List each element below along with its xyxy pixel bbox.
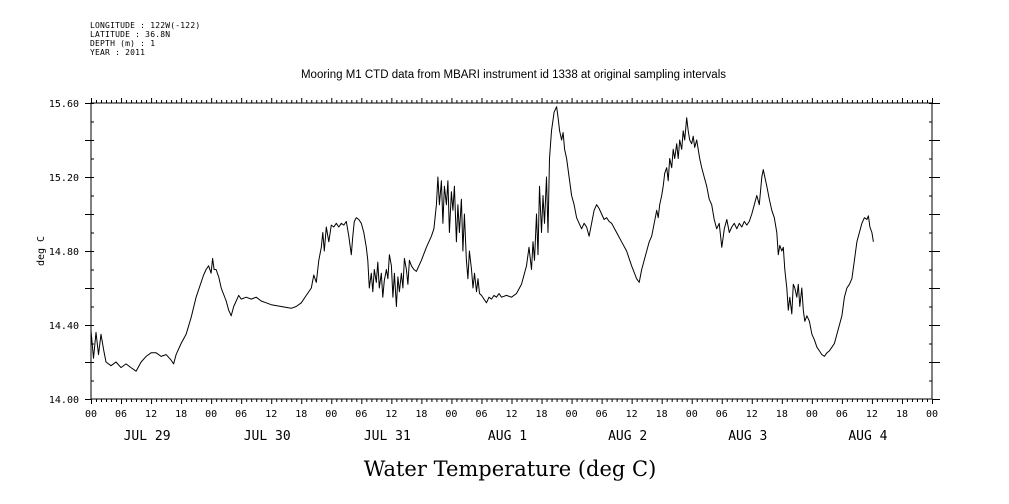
temperature-series-line <box>90 106 874 372</box>
x-day-label: AUG 1 <box>488 429 527 444</box>
x-tick-label: 00 <box>686 409 698 420</box>
x-tick-label: 12 <box>746 409 758 420</box>
y-axis-label: deg C <box>36 236 47 266</box>
x-tick-label: 18 <box>415 409 427 420</box>
x-day-label: AUG 4 <box>848 429 887 444</box>
x-day-label: JUL 29 <box>124 429 171 444</box>
x-tick-label: 12 <box>145 409 157 420</box>
depth-text: DEPTH (m) : 1 <box>90 39 156 48</box>
x-tick-label: 18 <box>656 409 668 420</box>
y-tick-label: 14.40 <box>49 321 79 332</box>
y-tick-label: 14.80 <box>49 247 79 258</box>
x-tick-label: 18 <box>896 409 908 420</box>
x-tick-label: 00 <box>85 409 97 420</box>
x-tick-label: 06 <box>836 409 848 420</box>
y-tick-label: 15.20 <box>49 173 79 184</box>
x-tick-label: 00 <box>566 409 578 420</box>
x-day-label: AUG 2 <box>608 429 647 444</box>
x-tick-label: 06 <box>716 409 728 420</box>
x-tick-label: 18 <box>295 409 307 420</box>
year-text: YEAR : 2011 <box>90 48 146 57</box>
x-day-label: AUG 3 <box>728 429 767 444</box>
x-tick-label: 00 <box>325 409 337 420</box>
x-tick-label: 00 <box>445 409 457 420</box>
longitude-text: LONGITUDE : 122W(-122) <box>90 21 201 30</box>
metadata-block: LONGITUDE : 122W(-122) LATITUDE : 36.8N … <box>90 21 200 57</box>
x-tick-label: 12 <box>265 409 277 420</box>
x-tick-label: 06 <box>475 409 487 420</box>
x-tick-label: 00 <box>926 409 938 420</box>
x-day-label: JUL 31 <box>364 429 411 444</box>
x-tick-label: 18 <box>536 409 548 420</box>
x-tick-label: 12 <box>866 409 878 420</box>
latitude-text: LATITUDE : 36.8N <box>90 30 171 39</box>
x-tick-label: 12 <box>385 409 397 420</box>
y-tick-label: 15.60 <box>49 99 79 110</box>
x-tick-label: 06 <box>596 409 608 420</box>
plot-frame <box>90 102 933 400</box>
data-marks <box>90 106 874 372</box>
x-axis-title: Water Temperature (deg C) <box>364 457 657 481</box>
x-tick-label: 00 <box>205 409 217 420</box>
x-tick-label: 06 <box>235 409 247 420</box>
x-tick-label: 18 <box>175 409 187 420</box>
x-tick-label: 12 <box>505 409 517 420</box>
y-tick-label: 14.00 <box>49 395 79 406</box>
chart-title: Mooring M1 CTD data from MBARI instrumen… <box>300 69 727 81</box>
x-tick-label: 18 <box>776 409 788 420</box>
x-tick-label: 00 <box>806 409 818 420</box>
x-tick-label: 06 <box>115 409 127 420</box>
x-tick-label: 06 <box>355 409 367 420</box>
axes-group: 00 06 12 18 00 06 12 18 00 06 12 18 00 06 12 18 00 06 12 18… <box>49 98 940 444</box>
x-day-label: JUL 30 <box>244 429 291 444</box>
x-tick-label: 12 <box>626 409 638 420</box>
